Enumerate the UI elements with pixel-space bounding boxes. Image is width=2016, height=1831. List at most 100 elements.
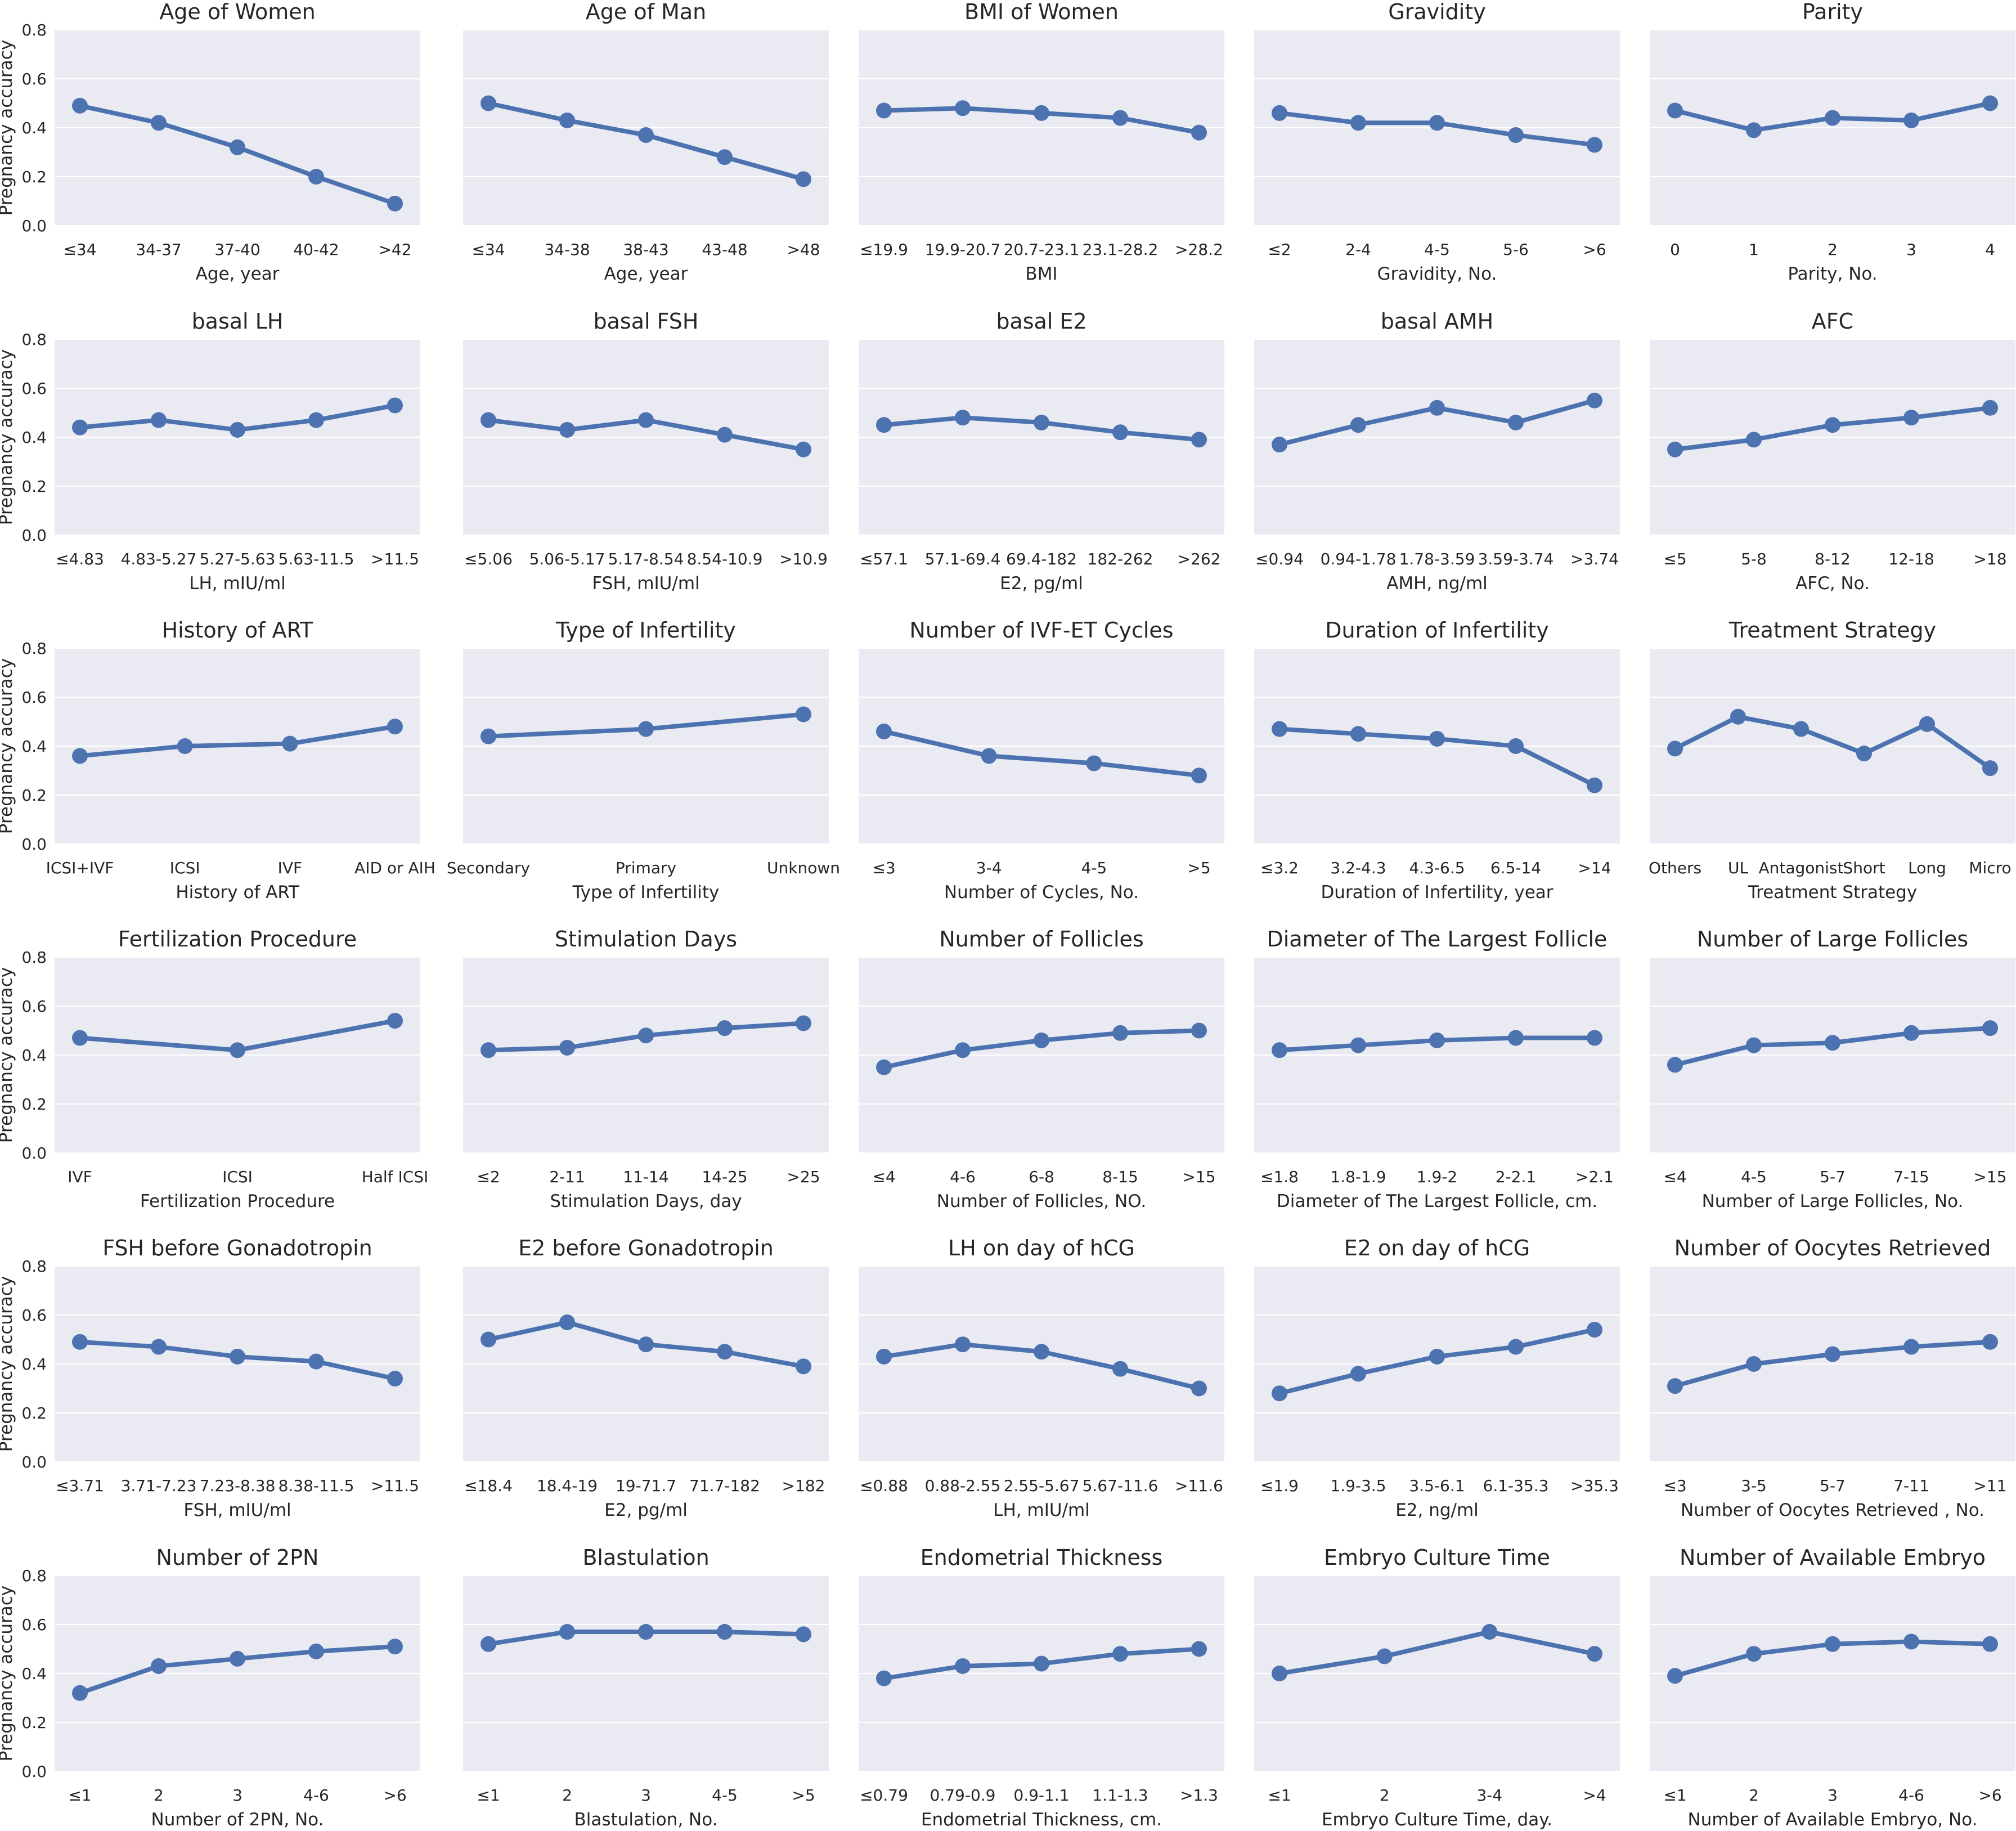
data-point	[1919, 716, 1935, 732]
x-tick-label: >1.3	[1180, 1786, 1218, 1805]
series-line	[882, 729, 1201, 778]
data-point	[1746, 1356, 1762, 1372]
subplot-30: Number of Available Embryo ≤1 2 3 4-6 >6Numbe…	[1650, 1545, 2015, 1830]
data-point	[1903, 112, 1919, 128]
data-point	[1112, 1361, 1128, 1377]
data-point	[1982, 95, 1998, 111]
chart-title: basal LH	[192, 309, 284, 334]
x-tick-label: ≤34	[63, 240, 96, 259]
x-tick-label: >3.74	[1570, 550, 1619, 568]
x-axis-label: E2, pg/ml	[604, 1500, 688, 1520]
x-tick-label: >11.6	[1175, 1477, 1223, 1495]
x-tick-label: >262	[1178, 550, 1221, 568]
chart-title: E2 before Gonadotropin	[518, 1236, 774, 1260]
data-point	[955, 100, 971, 116]
y-tick-label: 0.6	[21, 70, 47, 88]
x-tick-label: 3-4	[1476, 1786, 1502, 1805]
data-point	[230, 421, 245, 438]
data-point	[717, 1020, 733, 1036]
data-point	[387, 1371, 403, 1387]
x-tick-label: ≤1	[1268, 1786, 1291, 1805]
x-axis-label: Stimulation Days, day	[550, 1191, 742, 1211]
x-tick-label: 11-14	[623, 1168, 668, 1186]
y-tick-label: 0.2	[21, 168, 47, 186]
x-tick-label: 40-42	[293, 240, 339, 259]
chart-title: Type of Infertility	[555, 618, 736, 643]
x-tick-label: 69.4-182	[1006, 550, 1077, 568]
data-point	[638, 721, 654, 737]
chart-title: Number of Follicles	[939, 927, 1144, 952]
x-tick-label: 0.9-1.1	[1013, 1786, 1069, 1805]
x-tick-label: 2-11	[549, 1168, 585, 1186]
data-point	[481, 412, 496, 428]
data-point	[1350, 417, 1366, 433]
subplot-12: Type of Infertility Secondary Primary Unkno…	[447, 618, 840, 903]
x-tick-label: ≤0.79	[860, 1786, 908, 1805]
y-tick-label: 0.8	[21, 639, 47, 658]
x-tick-label: 19.9-20.7	[925, 240, 1001, 259]
x-tick-label: Primary	[616, 859, 676, 877]
y-tick-label: 0.0	[21, 217, 47, 235]
x-tick-label: 7.23-8.38	[200, 1477, 276, 1495]
data-point	[308, 412, 324, 428]
data-point	[282, 735, 298, 752]
subplot-9: basal AMH ≤0.94 0.94-1.78 1.78-3.59 3.59-3.7…	[1254, 309, 1620, 594]
x-tick-label: 5.06-5.17	[529, 550, 605, 568]
x-tick-label: IVF	[278, 859, 303, 877]
x-tick-label: 4-6	[303, 1786, 329, 1805]
x-tick-label: 6-8	[1029, 1168, 1054, 1186]
data-point	[1587, 777, 1602, 793]
x-tick-label: >11.5	[371, 550, 419, 568]
data-point	[1982, 1020, 1998, 1036]
x-axis-label: Blastulation, No.	[574, 1810, 718, 1830]
x-tick-label: 4-5	[1081, 859, 1107, 877]
x-tick-label: 3.71-7.23	[121, 1477, 197, 1495]
chart-title: Gravidity	[1388, 0, 1485, 24]
subplot-3: BMI of Women ≤19.9 19.9-20.7 20.7-23.1 23.1-…	[859, 0, 1224, 284]
data-point	[1272, 1666, 1287, 1681]
x-tick-label: 7-11	[1893, 1477, 1929, 1495]
data-point	[1034, 414, 1049, 430]
x-axis-label: History of ART	[176, 882, 299, 903]
x-tick-label: 2-4	[1345, 240, 1371, 259]
x-tick-label: Others	[1649, 859, 1701, 877]
chart-title: BMI of Women	[964, 0, 1119, 24]
data-point	[230, 1348, 245, 1365]
y-tick-label: 0.8	[21, 1567, 47, 1585]
y-axis-label: Pregnancy accuracy	[0, 658, 16, 834]
data-point	[559, 1314, 575, 1331]
data-point	[1903, 1025, 1919, 1041]
data-point	[481, 728, 496, 744]
subplot-28: Endometrial Thickness ≤0.79 0.79-0.9 0.9-1.…	[859, 1545, 1224, 1830]
chart-title: Treatment Strategy	[1728, 618, 1936, 643]
y-tick-label: 0.0	[21, 1144, 47, 1163]
subplot-25: Number of Oocytes Retrieved ≤3 3-5 5-7 7-11 >…	[1650, 1236, 2015, 1520]
subplot-22: E2 before Gonadotropin ≤18.4 18.4-19 19-71.…	[463, 1236, 829, 1520]
data-point	[876, 102, 892, 119]
x-tick-label: 37-40	[214, 240, 260, 259]
y-tick-label: 0.4	[21, 1046, 47, 1065]
data-point	[1191, 768, 1207, 784]
x-tick-label: >182	[782, 1477, 825, 1495]
data-point	[308, 169, 324, 185]
data-point	[955, 1658, 971, 1674]
x-axis-label: Parity, No.	[1788, 264, 1877, 284]
data-point	[1272, 437, 1287, 453]
data-point	[1982, 1636, 1998, 1652]
x-axis-label: Number of Large Follicles, No.	[1702, 1191, 1964, 1211]
x-tick-label: ≤3	[872, 859, 895, 877]
data-point	[72, 97, 88, 114]
data-point	[638, 1336, 654, 1353]
y-axis-label: Pregnancy accuracy	[0, 40, 16, 216]
chart-title: Number of 2PN	[156, 1545, 319, 1570]
chart-title: Diameter of The Largest Follicle	[1267, 927, 1608, 952]
x-axis-label: Diameter of The Largest Follicle, cm.	[1277, 1191, 1597, 1211]
data-point	[1272, 721, 1287, 737]
chart-title: Number of Available Embryo	[1680, 1545, 1986, 1570]
data-point	[1746, 1646, 1762, 1662]
x-axis-label: AMH, ng/ml	[1386, 573, 1488, 594]
x-tick-label: 2.55-5.67	[1004, 1477, 1080, 1495]
x-tick-label: AID or AIH	[354, 859, 435, 877]
subplot-18: Number of Follicles ≤4 4-6 6-8 8-15 >15 Number…	[859, 927, 1224, 1211]
